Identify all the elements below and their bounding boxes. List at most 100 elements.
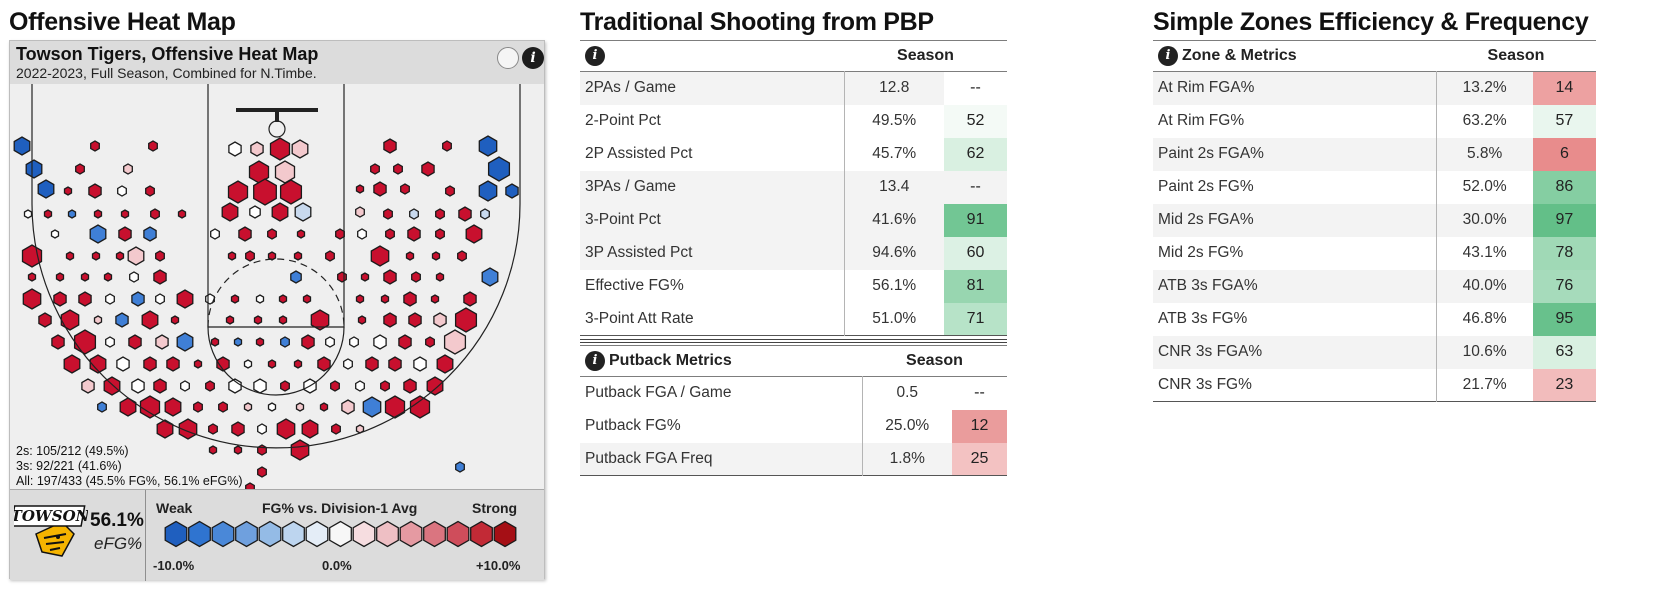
- shot-hex: [116, 356, 130, 372]
- table-row: Putback FG% 25.0% 12: [580, 409, 1007, 443]
- shot-hex: [383, 138, 397, 154]
- shot-hex: [274, 160, 296, 184]
- shot-hex: [13, 136, 31, 156]
- shot-hex: [230, 294, 240, 304]
- shot-hex: [210, 228, 220, 240]
- shot-hex: [253, 378, 267, 394]
- shot-hex: [208, 445, 218, 455]
- shot-hex: [88, 183, 102, 199]
- shot-hex: [131, 378, 145, 394]
- shot-hex: [93, 315, 103, 325]
- shot-hex: [267, 251, 277, 261]
- shot-hex: [93, 209, 103, 219]
- shot-hex: [145, 185, 155, 197]
- legend-hex: [493, 520, 517, 548]
- info-icon[interactable]: i: [1158, 46, 1178, 66]
- info-icon[interactable]: i: [585, 351, 605, 371]
- table-row: CNR 3s FG% 21.7% 23: [1153, 368, 1596, 402]
- shot-hex: [301, 334, 315, 350]
- shot-hex: [91, 251, 101, 261]
- shot-hex: [400, 183, 410, 195]
- table-row: 3-Point Att Rate 51.0% 71: [580, 302, 1007, 336]
- traditional-section-title: Traditional Shooting from PBP: [580, 8, 934, 36]
- putback-header-row: i Putback Metrics Season: [580, 345, 1007, 377]
- shot-hex: [231, 421, 245, 437]
- shot-hex: [405, 251, 415, 261]
- shot-hex: [210, 337, 220, 347]
- shot-hex: [257, 423, 267, 435]
- shot-hex: [355, 424, 365, 434]
- shot-hex: [380, 294, 390, 304]
- three-point-line: [31, 84, 521, 449]
- metric-percentile: 97: [1532, 203, 1596, 237]
- shot-hex: [355, 184, 365, 194]
- table-row: 3-Point Pct 41.6% 91: [580, 203, 1007, 237]
- shot-hex: [255, 337, 265, 347]
- shot-hex: [155, 250, 165, 262]
- shot-hex: [435, 228, 445, 240]
- metric-percentile: --: [952, 376, 1007, 410]
- metric-label: 2P Assisted Pct: [585, 145, 693, 162]
- shot-hex: [118, 226, 132, 242]
- info-icon[interactable]: i: [522, 47, 544, 69]
- shot-hex: [383, 312, 397, 328]
- shot-hex: [75, 163, 85, 175]
- shot-hex: [433, 312, 447, 328]
- shot-hex: [67, 209, 77, 219]
- shot-hex: [90, 140, 100, 152]
- legend-hex: [164, 520, 188, 548]
- legend-hex-scale: [164, 520, 517, 548]
- shot-hex: [380, 380, 390, 392]
- shot-hex: [278, 315, 288, 325]
- metric-label: 3-Point Pct: [580, 203, 844, 237]
- shot-hex: [153, 378, 167, 394]
- shot-hex: [385, 228, 395, 240]
- shot-hex: [178, 418, 198, 440]
- metric-percentile: 81: [944, 269, 1007, 303]
- legend-weak-label: Weak: [156, 500, 193, 516]
- shot-hex: [164, 397, 182, 417]
- shot-hex: [442, 140, 452, 152]
- shot-hex: [253, 178, 277, 206]
- court-chart: [13, 84, 521, 489]
- shot-hex: [216, 356, 230, 372]
- shot-hex: [73, 329, 97, 355]
- footer-divider: [145, 490, 146, 581]
- legend-mid: 0.0%: [322, 558, 352, 573]
- shot-hex: [357, 228, 367, 240]
- svg-text:TOWSON: TOWSON: [14, 507, 88, 525]
- shot-hex: [393, 163, 403, 175]
- metric-label: Mid 2s FGA%: [1153, 203, 1436, 237]
- shot-hex: [430, 294, 440, 304]
- shot-hex: [81, 378, 95, 394]
- zones-header-label-cell: i Zone & Metrics: [1153, 41, 1436, 72]
- shot-hex: [267, 402, 277, 412]
- metric-percentile: 60: [944, 236, 1007, 270]
- shot-hex: [267, 359, 277, 369]
- table-row: 2-Point Pct 49.5% 52: [580, 104, 1007, 138]
- heatmap-footer: TOWSON 56.1% eFG% Weak FG% vs. Division-…: [10, 489, 544, 581]
- legend-hex: [329, 520, 352, 548]
- shot-hex: [293, 251, 303, 261]
- shot-hex: [193, 401, 203, 413]
- shot-hex: [341, 399, 355, 415]
- shot-hex: [411, 271, 421, 283]
- stat-twos: 2s: 105/212 (49.5%): [16, 444, 129, 458]
- shot-hex: [123, 163, 133, 175]
- info-icon[interactable]: i: [585, 46, 605, 66]
- metric-value: 13.2%: [1435, 71, 1533, 105]
- shot-hex: [255, 294, 265, 304]
- shot-hex: [253, 315, 263, 325]
- table-row: Paint 2s FG% 52.0% 86: [1153, 170, 1596, 204]
- table-row: Putback FGA Freq 1.8% 25: [580, 442, 1007, 476]
- efg-value: 56.1%: [90, 510, 144, 531]
- metric-percentile: 6: [1532, 137, 1596, 171]
- shot-hex: [248, 160, 270, 184]
- shot-hex: [243, 402, 253, 412]
- circle-icon[interactable]: [497, 47, 519, 69]
- shot-hex: [38, 312, 52, 328]
- stat-threes: 3s: 92/221 (41.6%): [16, 459, 122, 473]
- shot-hex: [301, 419, 319, 439]
- shot-hex: [280, 380, 290, 392]
- metric-label: CNR 3s FGA%: [1153, 335, 1436, 369]
